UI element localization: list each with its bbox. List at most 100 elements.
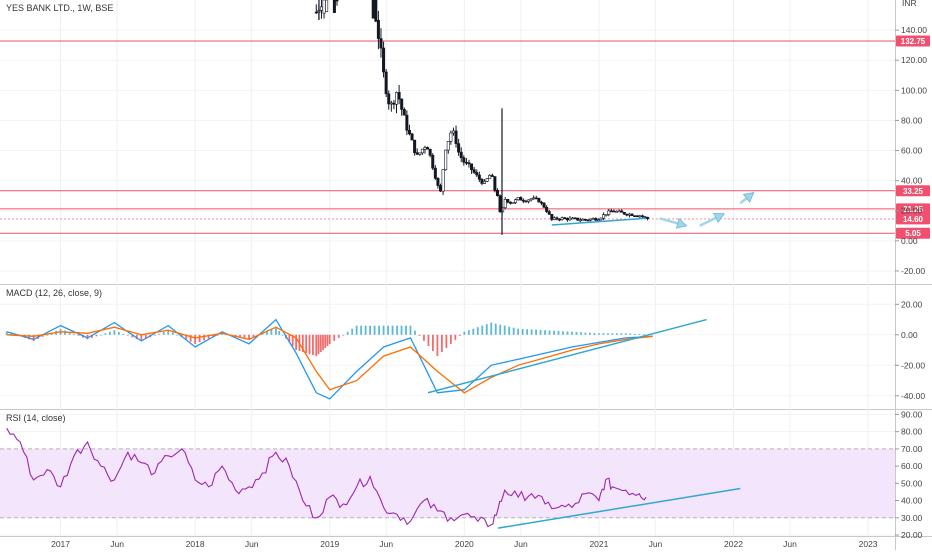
- macd-histogram-bar: [216, 334, 219, 336]
- candle-body: [646, 216, 650, 219]
- candle-body: [503, 199, 507, 209]
- candle-body: [594, 218, 598, 221]
- candle-body: [449, 132, 453, 142]
- macd-histogram-bar: [5, 331, 8, 335]
- macd-histogram-bar: [295, 334, 297, 351]
- candle-body: [395, 92, 399, 105]
- time-tick-label: 2020: [455, 539, 474, 549]
- candle-body: [470, 163, 474, 170]
- candle-body: [555, 217, 559, 220]
- rsi-trend-line[interactable]: [497, 487, 741, 529]
- candle-body: [617, 210, 621, 213]
- candle-body: [581, 218, 585, 221]
- candle-body: [335, 0, 339, 2]
- macd-histogram-bar: [322, 334, 324, 351]
- macd-histogram-bar: [414, 330, 416, 335]
- macd-histogram-bar: [126, 334, 129, 336]
- value-tick-label: 20.00: [901, 206, 923, 216]
- projection-arrow-head: [742, 192, 755, 203]
- macd-histogram-bar: [162, 332, 165, 335]
- rsi-line[interactable]: [6, 427, 647, 528]
- candle-body: [376, 20, 380, 39]
- macd-histogram-bar: [396, 325, 398, 335]
- candle-body: [635, 215, 639, 218]
- macd-pane[interactable]: [5, 318, 707, 400]
- macd-histogram-bar: [77, 334, 80, 336]
- rsi-band: [0, 448, 895, 518]
- candle-body: [576, 217, 580, 221]
- value-tick-label: 20.00: [901, 299, 923, 309]
- candle-body: [516, 197, 520, 200]
- macd-histogram-bar: [476, 327, 479, 335]
- candle-body: [475, 172, 479, 176]
- macd-line[interactable]: [6, 318, 653, 400]
- candle-body: [420, 148, 424, 154]
- macd-histogram-bar: [207, 334, 210, 339]
- value-tick-label: 80.00: [901, 115, 923, 125]
- candle-body: [537, 197, 541, 203]
- macd-histogram-bar: [508, 326, 511, 335]
- macd-histogram-bar: [580, 332, 582, 335]
- macd-histogram-bar: [333, 334, 336, 341]
- macd-histogram-bar: [364, 325, 367, 335]
- macd-histogram-bar: [122, 333, 125, 335]
- candle-body: [454, 130, 458, 144]
- candle-body: [521, 199, 525, 202]
- candle-body: [462, 157, 466, 163]
- candle-body: [638, 215, 642, 218]
- macd-histogram-bar: [140, 334, 143, 341]
- candle-body: [604, 214, 608, 216]
- candle-body: [436, 177, 440, 186]
- price-level-label: 33.25: [903, 187, 924, 196]
- candle-body: [524, 200, 528, 203]
- candle-body: [560, 217, 564, 220]
- value-tick-label: 20.00: [901, 530, 923, 540]
- candle-body: [464, 161, 468, 164]
- macd-histogram-bar: [548, 330, 551, 335]
- projection-arrow-head: [713, 212, 725, 224]
- macd-histogram-bar: [418, 334, 421, 336]
- candle-body: [418, 152, 422, 155]
- candle-body: [607, 210, 611, 215]
- value-tick-label: 90.00: [901, 409, 923, 419]
- candle-body: [423, 147, 427, 150]
- value-tick-label: 140.00: [901, 25, 927, 35]
- candle-body: [371, 0, 375, 19]
- value-tick-label: -40.00: [901, 391, 925, 401]
- macd-histogram-bar: [326, 334, 329, 346]
- rsi-pane[interactable]: [0, 427, 895, 529]
- candle-body: [488, 175, 492, 180]
- candle-body: [428, 148, 432, 156]
- macd-histogram-bar: [615, 333, 618, 335]
- macd-histogram-bar: [278, 330, 281, 335]
- macd-histogram-bar: [100, 334, 102, 336]
- candle-body: [382, 47, 386, 73]
- macd-histogram-bar: [638, 334, 641, 335]
- macd-histogram-bar: [472, 328, 475, 335]
- value-tick-label: 40.00: [901, 496, 923, 506]
- value-tick-label: 60.00: [901, 146, 923, 156]
- macd-histogram-bar: [499, 324, 502, 335]
- candle-body: [374, 0, 378, 22]
- macd-histogram-bar: [606, 333, 609, 335]
- macd-histogram-bar: [324, 334, 327, 349]
- macd-histogram-bar: [562, 331, 564, 335]
- base-trend-line[interactable]: [551, 217, 647, 226]
- time-tick-label: 2018: [186, 539, 205, 549]
- candle-body: [583, 218, 587, 221]
- macd-histogram-bar: [503, 325, 506, 335]
- macd-histogram-bar: [490, 322, 493, 335]
- candle-body: [322, 0, 326, 14]
- macd-histogram-bar: [301, 334, 304, 353]
- macd-histogram-bar: [409, 325, 412, 335]
- currency-label: INR: [902, 0, 917, 8]
- macd-histogram-bar: [317, 334, 320, 355]
- macd-histogram-bar: [405, 325, 407, 335]
- macd-trend-line[interactable]: [427, 318, 707, 394]
- macd-histogram-bar: [239, 334, 241, 338]
- signal-line[interactable]: [6, 326, 653, 394]
- candle-body: [314, 11, 318, 14]
- macd-histogram-bar: [266, 331, 268, 335]
